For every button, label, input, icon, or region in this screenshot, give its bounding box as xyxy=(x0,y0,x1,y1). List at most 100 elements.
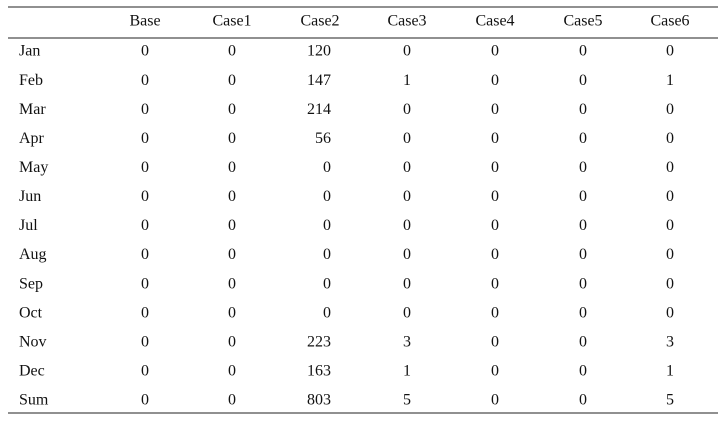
cell: 0 xyxy=(666,159,674,176)
cell: 1 xyxy=(666,72,674,89)
cell: 0 xyxy=(141,72,149,89)
row-label: Sum xyxy=(19,392,49,409)
cell: 0 xyxy=(228,333,236,350)
row-label: Dec xyxy=(19,363,45,380)
cell: 0 xyxy=(579,392,587,409)
cell: 0 xyxy=(491,101,499,118)
column-header: Base xyxy=(129,13,160,30)
cell: 0 xyxy=(491,275,499,292)
cell: 0 xyxy=(141,363,149,380)
cell: 56 xyxy=(315,130,331,147)
cell: 0 xyxy=(403,188,411,205)
cell: 3 xyxy=(403,333,411,350)
cell: 0 xyxy=(403,246,411,263)
cell: 0 xyxy=(141,43,149,60)
cell: 5 xyxy=(666,392,674,409)
cell: 0 xyxy=(403,217,411,234)
cell: 0 xyxy=(141,101,149,118)
cell: 0 xyxy=(403,275,411,292)
cell: 0 xyxy=(323,159,331,176)
cell: 0 xyxy=(491,217,499,234)
cell: 0 xyxy=(491,392,499,409)
cell: 0 xyxy=(228,130,236,147)
row-label: Jun xyxy=(19,188,41,205)
cell: 0 xyxy=(323,246,331,263)
cell: 0 xyxy=(141,159,149,176)
cell: 0 xyxy=(579,275,587,292)
row-label: Oct xyxy=(19,304,43,321)
column-header: Case2 xyxy=(300,13,339,30)
cell: 0 xyxy=(141,188,149,205)
cell: 0 xyxy=(491,159,499,176)
cell: 0 xyxy=(491,188,499,205)
row-label: Nov xyxy=(19,333,47,350)
column-header: Case3 xyxy=(387,13,426,30)
cell: 0 xyxy=(141,304,149,321)
cell: 0 xyxy=(228,217,236,234)
cell: 1 xyxy=(403,72,411,89)
column-header: Case6 xyxy=(650,13,689,30)
cell: 0 xyxy=(228,363,236,380)
cell: 0 xyxy=(228,392,236,409)
cell: 0 xyxy=(491,43,499,60)
cell: 0 xyxy=(403,130,411,147)
cell: 0 xyxy=(579,130,587,147)
cell: 803 xyxy=(307,392,331,409)
cell: 0 xyxy=(228,43,236,60)
cell: 214 xyxy=(307,101,331,118)
cell: 0 xyxy=(141,275,149,292)
cell: 0 xyxy=(579,101,587,118)
row-label: May xyxy=(19,159,48,176)
cell: 0 xyxy=(141,246,149,263)
cell: 0 xyxy=(323,304,331,321)
cell: 0 xyxy=(403,43,411,60)
cell: 1 xyxy=(403,363,411,380)
cell: 0 xyxy=(323,188,331,205)
cell: 0 xyxy=(491,333,499,350)
row-label: Feb xyxy=(19,72,43,89)
cell: 3 xyxy=(666,333,674,350)
cell: 0 xyxy=(141,217,149,234)
cell: 0 xyxy=(491,363,499,380)
row-label: Jan xyxy=(19,43,40,60)
row-label: Sep xyxy=(19,275,43,292)
cell: 0 xyxy=(666,101,674,118)
cell: 1 xyxy=(666,363,674,380)
cell: 0 xyxy=(141,392,149,409)
cell: 0 xyxy=(579,43,587,60)
row-label: Aug xyxy=(19,246,47,263)
cell: 0 xyxy=(666,304,674,321)
cell: 0 xyxy=(579,72,587,89)
cell: 0 xyxy=(579,159,587,176)
cell: 0 xyxy=(228,101,236,118)
cell: 147 xyxy=(307,72,331,89)
row-label: Jul xyxy=(19,217,38,234)
cell: 0 xyxy=(323,217,331,234)
cell: 0 xyxy=(666,246,674,263)
cell: 0 xyxy=(141,130,149,147)
cell: 0 xyxy=(228,304,236,321)
cell: 0 xyxy=(491,130,499,147)
cell: 0 xyxy=(403,304,411,321)
cell: 0 xyxy=(228,188,236,205)
cell: 0 xyxy=(666,130,674,147)
cell: 0 xyxy=(666,217,674,234)
cell: 0 xyxy=(403,159,411,176)
cell: 0 xyxy=(579,333,587,350)
cell: 0 xyxy=(666,188,674,205)
cell: 0 xyxy=(228,159,236,176)
cell: 0 xyxy=(666,275,674,292)
cell: 0 xyxy=(228,246,236,263)
cell: 0 xyxy=(491,246,499,263)
cell: 0 xyxy=(228,72,236,89)
column-header: Case5 xyxy=(563,13,602,30)
cell: 0 xyxy=(228,275,236,292)
column-header: Case4 xyxy=(475,13,514,30)
cell: 0 xyxy=(666,43,674,60)
column-header: Case1 xyxy=(212,13,251,30)
cell: 0 xyxy=(579,217,587,234)
cell: 0 xyxy=(579,363,587,380)
cell: 0 xyxy=(403,101,411,118)
